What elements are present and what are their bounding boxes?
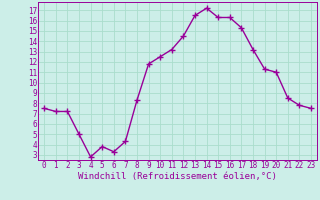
X-axis label: Windchill (Refroidissement éolien,°C): Windchill (Refroidissement éolien,°C) (78, 172, 277, 181)
